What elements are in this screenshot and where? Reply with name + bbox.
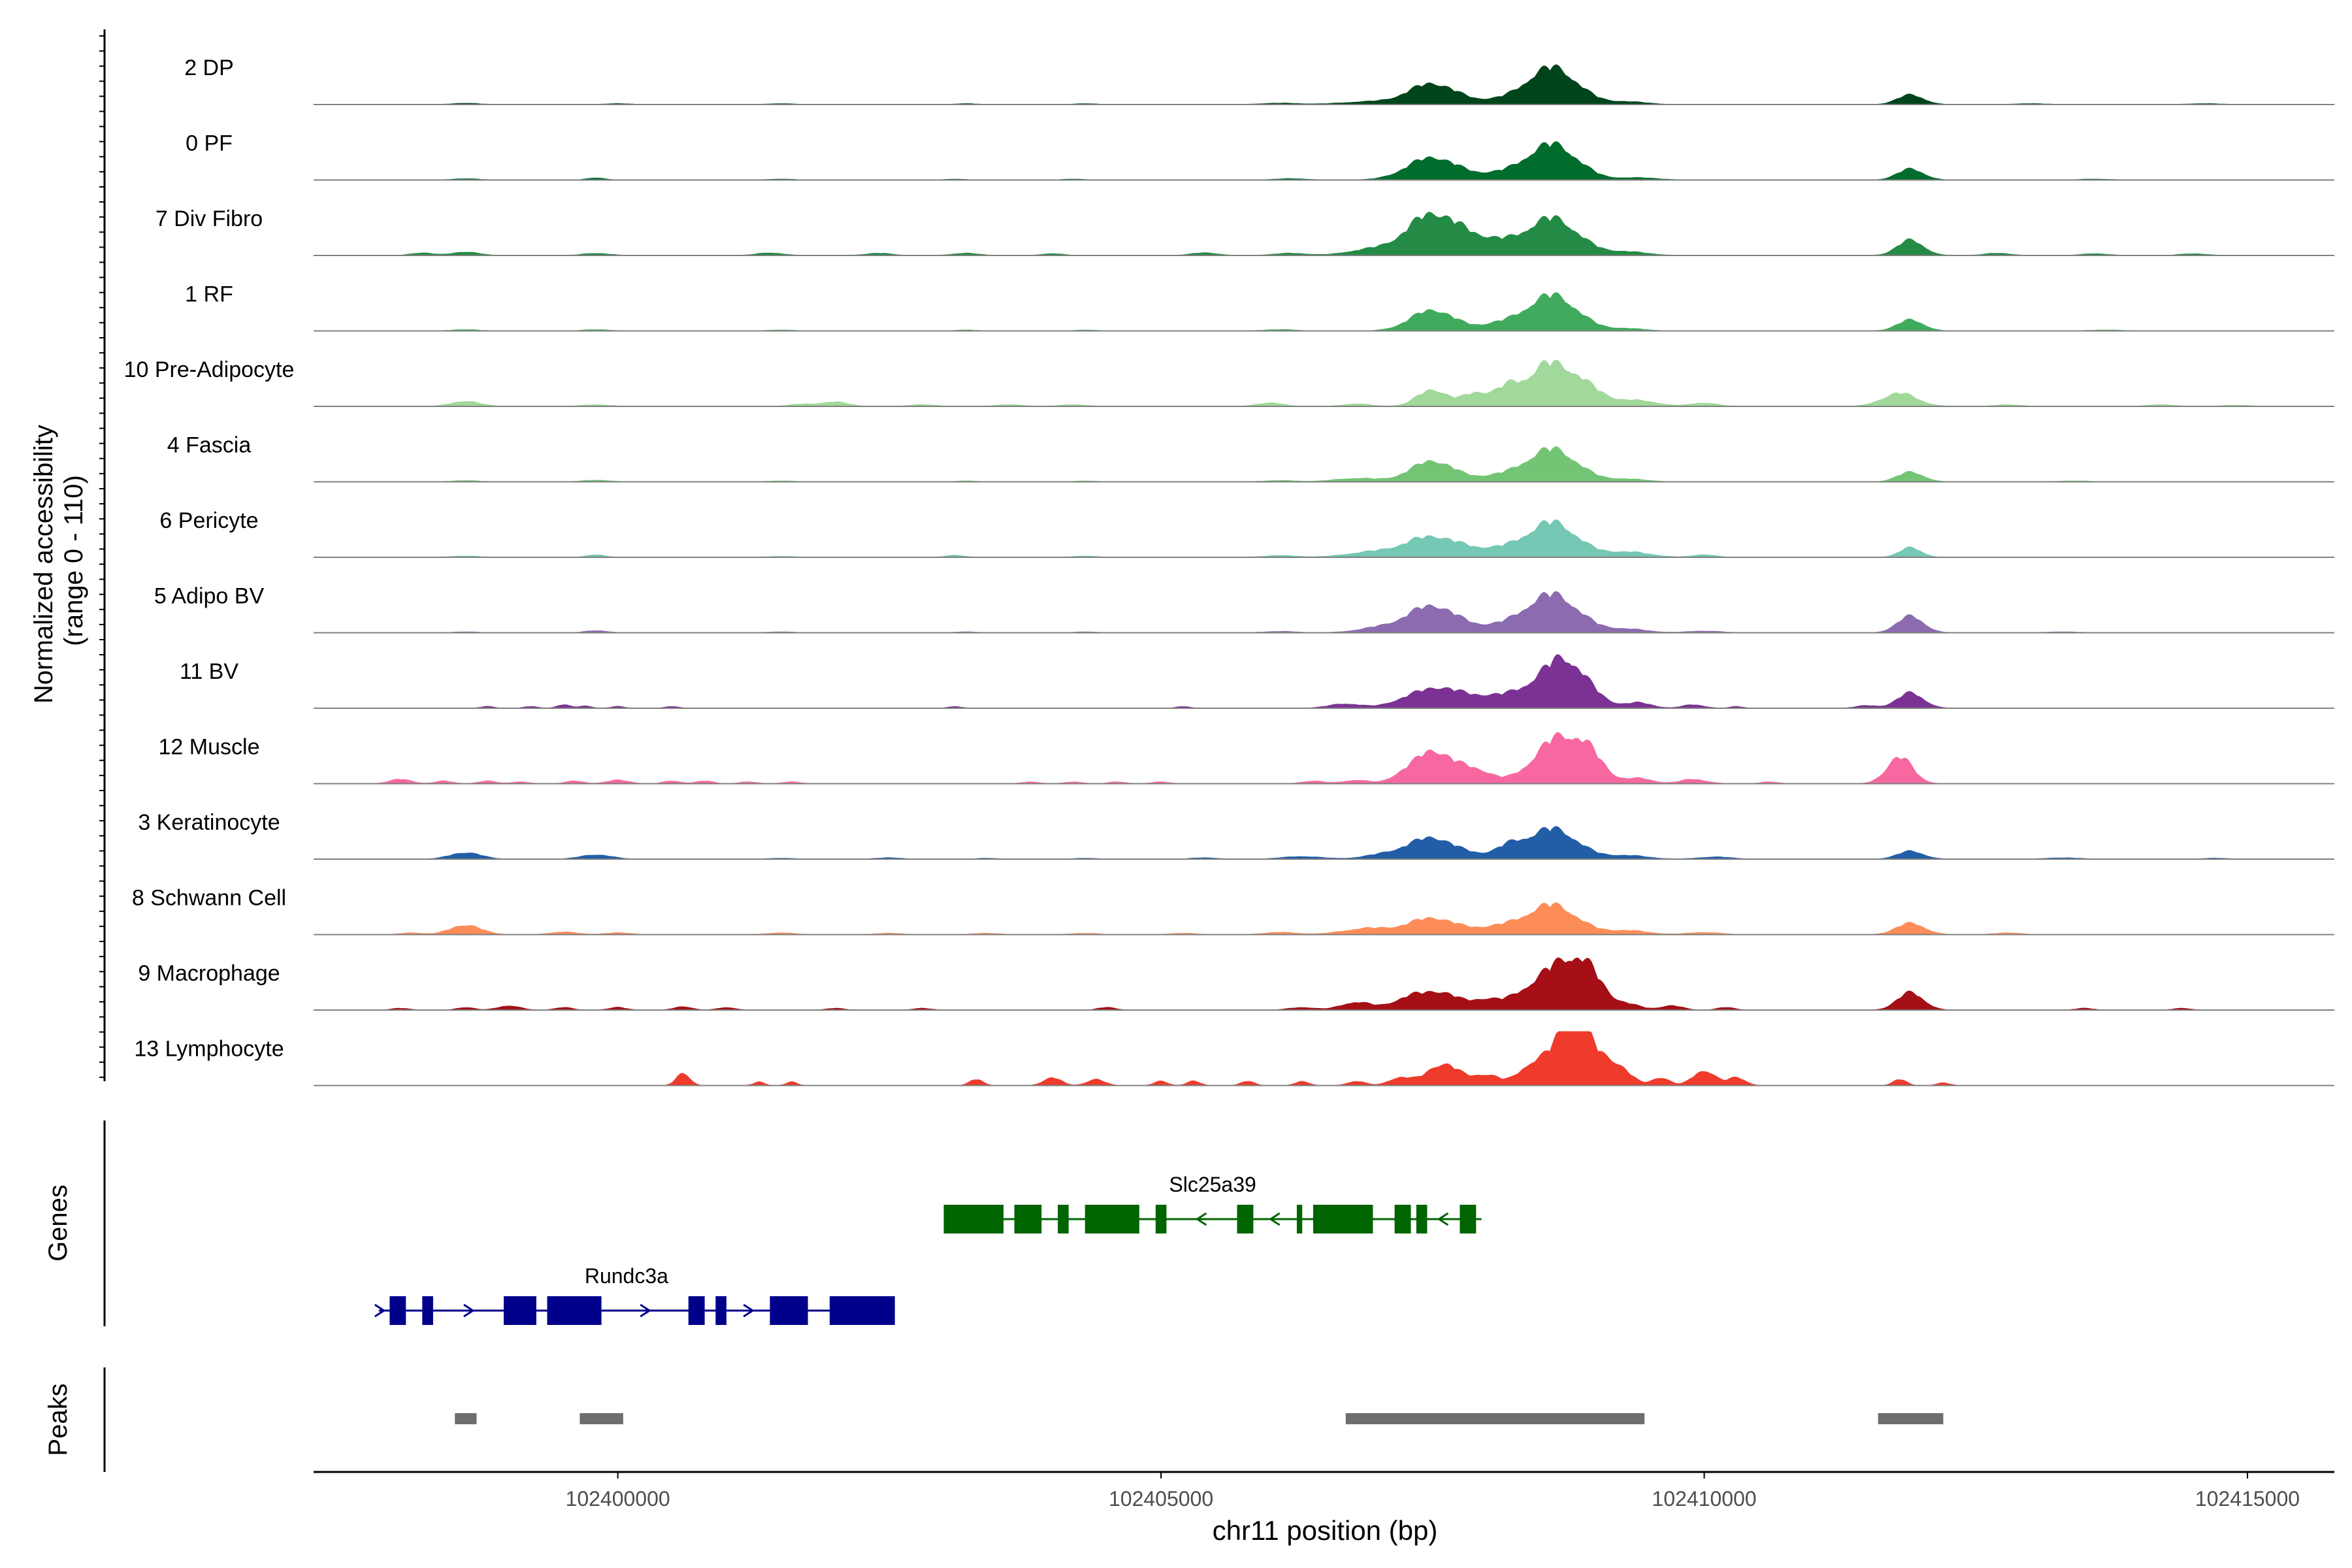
exon [1237,1205,1254,1233]
track-label-10: 12 Muscle [159,735,260,760]
track-signal-13 [346,957,2270,1011]
peak-region-2 [580,1413,623,1424]
track-signal-4 [346,292,2270,331]
exon [1416,1205,1428,1233]
track-10: 12 Muscle [159,732,2334,785]
track-signal-11 [346,826,2270,860]
strand-arrow [1195,1212,1207,1226]
strand-arrow [743,1303,755,1318]
track-signal-3 [346,212,2270,256]
coverage-tracks: 2 DP 0 PF 7 Div Fibro 1 RF 10 Pre-Adipocyte 4… [124,56,2334,1086]
exon [1014,1205,1042,1233]
peak-region-4 [1878,1413,1944,1424]
track-signal-12 [346,902,2270,935]
track-label-3: 7 Div Fibro [155,206,263,231]
gene-name-label: Slc25a39 [1169,1173,1256,1196]
track-signal-5 [346,359,2270,407]
peaks-panel: Peaks [44,1367,1944,1472]
track-label-11: 3 Keratinocyte [138,810,280,835]
track-signal-14 [346,1031,2270,1086]
track-13: 9 Macrophage [138,957,2334,1011]
strand-arrow [374,1303,386,1318]
track-5: 10 Pre-Adipocyte [124,357,2334,407]
x-tick-label: 102405000 [1109,1487,1213,1511]
genes-panel-label: Genes [44,1184,73,1262]
exon [770,1296,808,1325]
peak-region-3 [1345,1413,1645,1424]
x-tick-label: 102415000 [2195,1487,2300,1511]
gene-models: Slc25a39 Rundc3a [374,1173,1482,1325]
track-label-7: 6 Pericyte [159,508,258,533]
track-label-2: 0 PF [186,131,233,156]
exon [389,1296,406,1325]
track-signal-8 [346,591,2270,633]
track-8: 5 Adipo BV [154,584,2334,634]
exon [547,1296,602,1325]
coverage-y-axis [99,29,106,1081]
y-axis-label-line1: Normalized accessibility [29,425,58,704]
track-label-5: 10 Pre-Adipocyte [124,357,295,382]
exon [422,1296,433,1325]
track-label-14: 13 Lymphocyte [134,1037,284,1062]
exon [829,1296,895,1325]
exon [1394,1205,1411,1233]
track-4: 1 RF [185,282,2334,332]
gene-name-label: Rundc3a [585,1264,668,1288]
exon [1296,1205,1303,1233]
track-14: 13 Lymphocyte [134,1031,2334,1086]
gene-Rundc3a: Rundc3a [374,1264,895,1325]
gene-Slc25a39: Slc25a39 [943,1173,1482,1233]
track-3: 7 Div Fibro [155,206,2334,256]
strand-arrow [1437,1212,1449,1226]
track-signal-10 [346,732,2270,785]
x-axis: 102400000 102405000 102410000 102415000 [314,1471,2334,1511]
strand-arrow [640,1303,651,1318]
track-6: 4 Fascia [167,433,2334,483]
exon [688,1296,705,1325]
track-9: 11 BV [180,654,2334,709]
peak-region-1 [455,1413,477,1424]
exon [1313,1205,1373,1233]
track-signal-7 [346,519,2270,558]
exon [504,1296,536,1325]
track-label-4: 1 RF [185,282,233,307]
track-signal-9 [346,654,2270,709]
x-tick-label: 102410000 [1652,1487,1756,1511]
track-signal-6 [346,446,2270,482]
peak-regions [455,1413,1944,1424]
strand-arrow [463,1303,475,1318]
track-7: 6 Pericyte [159,508,2334,558]
y-axis-label: Normalized accessibility (range 0 - 110) [29,417,88,704]
track-label-12: 8 Schwann Cell [132,886,286,911]
exon [1155,1205,1167,1233]
track-2: 0 PF [186,131,2334,181]
track-label-9: 11 BV [180,659,238,684]
track-signal-2 [346,141,2270,180]
x-tick-label: 102400000 [566,1487,670,1511]
track-1: 2 DP [184,56,2334,105]
x-axis-label: chr11 position (bp) [1213,1515,1438,1546]
track-12: 8 Schwann Cell [132,886,2334,936]
track-11: 3 Keratinocyte [138,810,2334,860]
exon [1058,1205,1069,1233]
exon [943,1205,1004,1233]
strand-arrow [1268,1212,1281,1226]
genes-panel: Genes Slc25a39 Rundc3a [44,1120,1482,1326]
track-label-1: 2 DP [184,56,234,80]
track-signal-1 [346,64,2270,105]
track-label-13: 9 Macrophage [138,961,280,986]
exon [1460,1205,1477,1233]
track-label-8: 5 Adipo BV [154,584,265,609]
exon [715,1296,727,1325]
peaks-panel-label: Peaks [44,1383,73,1456]
track-label-6: 4 Fascia [167,433,252,458]
y-axis-label-line2: (range 0 - 110) [59,475,88,646]
exon [1085,1205,1139,1233]
